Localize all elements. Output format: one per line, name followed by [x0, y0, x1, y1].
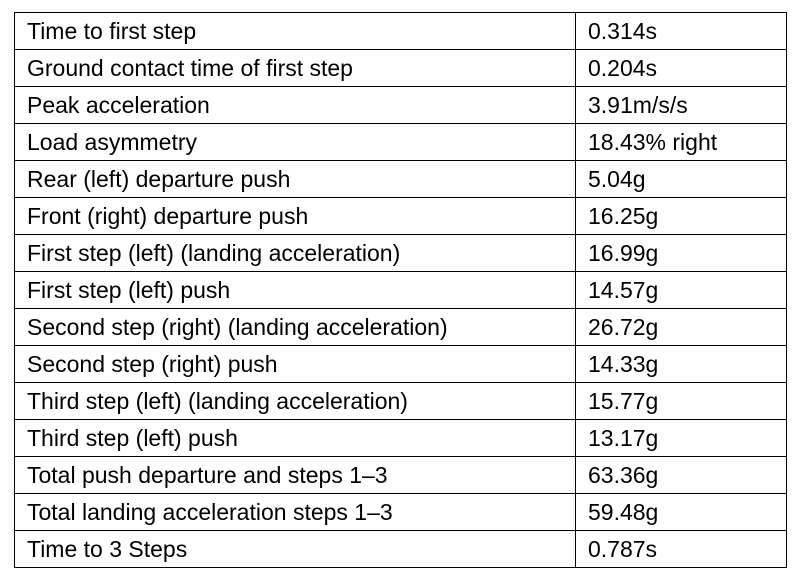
table-row: First step (left) push 14.57g — [14, 271, 787, 309]
metric-value: 63.36g — [575, 456, 787, 494]
table-row: Third step (left) (landing acceleration)… — [14, 382, 787, 420]
metric-label: Total push departure and steps 1–3 — [14, 456, 576, 494]
metric-value: 18.43% right — [575, 123, 787, 161]
metric-value: 14.57g — [575, 271, 787, 309]
metric-value: 0.787s — [575, 530, 787, 568]
table-row: Front (right) departure push 16.25g — [14, 197, 787, 235]
table-row: Second step (right) push 14.33g — [14, 345, 787, 383]
table-row: Ground contact time of first step 0.204s — [14, 49, 787, 87]
metric-label: Load asymmetry — [14, 123, 576, 161]
metric-value: 13.17g — [575, 419, 787, 457]
metric-value: 5.04g — [575, 160, 787, 198]
metric-value: 15.77g — [575, 382, 787, 420]
table-row: Rear (left) departure push 5.04g — [14, 160, 787, 198]
table-row: Third step (left) push 13.17g — [14, 419, 787, 457]
metric-value: 3.91m/s/s — [575, 86, 787, 124]
metric-label: First step (left) push — [14, 271, 576, 309]
metric-label: Third step (left) (landing acceleration) — [14, 382, 576, 420]
metric-label: Ground contact time of first step — [14, 49, 576, 87]
metrics-table-container: Time to first step 0.314s Ground contact… — [14, 12, 787, 568]
table-row: Second step (right) (landing acceleratio… — [14, 308, 787, 346]
table-row: Total push departure and steps 1–3 63.36… — [14, 456, 787, 494]
table-row: Load asymmetry 18.43% right — [14, 123, 787, 161]
metric-label: Second step (right) (landing acceleratio… — [14, 308, 576, 346]
metric-value: 26.72g — [575, 308, 787, 346]
metric-value: 0.204s — [575, 49, 787, 87]
metric-label: Peak acceleration — [14, 86, 576, 124]
table-row: Time to 3 Steps 0.787s — [14, 530, 787, 568]
metric-value: 16.99g — [575, 234, 787, 272]
table-row: Peak acceleration 3.91m/s/s — [14, 86, 787, 124]
metric-label: Front (right) departure push — [14, 197, 576, 235]
metric-label: Rear (left) departure push — [14, 160, 576, 198]
metric-label: Time to first step — [14, 12, 576, 50]
metric-label: Time to 3 Steps — [14, 530, 576, 568]
metric-label: Third step (left) push — [14, 419, 576, 457]
table-row: Time to first step 0.314s — [14, 12, 787, 50]
metric-label: Total landing acceleration steps 1–3 — [14, 493, 576, 531]
table-row: Total landing acceleration steps 1–3 59.… — [14, 493, 787, 531]
metric-value: 59.48g — [575, 493, 787, 531]
metrics-table: Time to first step 0.314s Ground contact… — [14, 12, 787, 568]
metric-label: First step (left) (landing acceleration) — [14, 234, 576, 272]
metric-value: 0.314s — [575, 12, 787, 50]
metric-value: 14.33g — [575, 345, 787, 383]
table-row: First step (left) (landing acceleration)… — [14, 234, 787, 272]
metric-label: Second step (right) push — [14, 345, 576, 383]
metric-value: 16.25g — [575, 197, 787, 235]
